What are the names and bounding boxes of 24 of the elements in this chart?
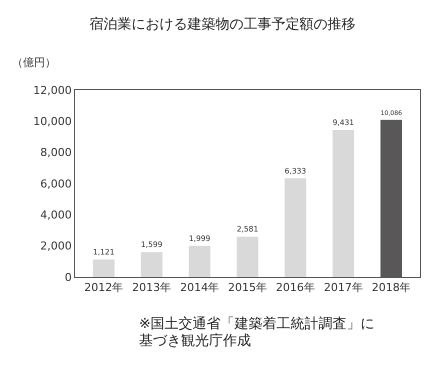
x-tick-label: 2013年	[132, 281, 172, 294]
y-axis-title: （億円）	[12, 56, 56, 69]
bar	[188, 246, 210, 277]
x-tick-label: 2015年	[228, 281, 267, 294]
bar	[236, 236, 258, 277]
x-tick-label: 2012年	[84, 281, 124, 294]
chart-title: 宿泊業における建築物の工事予定額の推移	[90, 16, 356, 33]
bar	[92, 260, 115, 277]
bar	[332, 130, 354, 277]
bar	[284, 178, 306, 277]
y-tick-label: 2,000	[40, 240, 72, 253]
y-tick-label: 10,000	[33, 115, 72, 128]
x-tick-label: 2016年	[276, 281, 315, 294]
y-tick-label: 4,000	[40, 208, 72, 222]
y-tick-label: 8,000	[40, 146, 72, 160]
y-tick-label: 0	[64, 270, 72, 284]
text: 基づき観光庁作成	[139, 333, 251, 349]
x-tick-label: 2018年	[372, 281, 411, 294]
bar	[140, 252, 162, 277]
y-tick-label: 12,000	[33, 84, 72, 97]
y-tick-label: 6,000	[40, 177, 72, 190]
x-tick-label: 2017年	[324, 281, 363, 294]
x-tick-label: 2014年	[180, 281, 220, 294]
text: ※国土交通省「建築着工統計調査」に	[139, 316, 375, 332]
